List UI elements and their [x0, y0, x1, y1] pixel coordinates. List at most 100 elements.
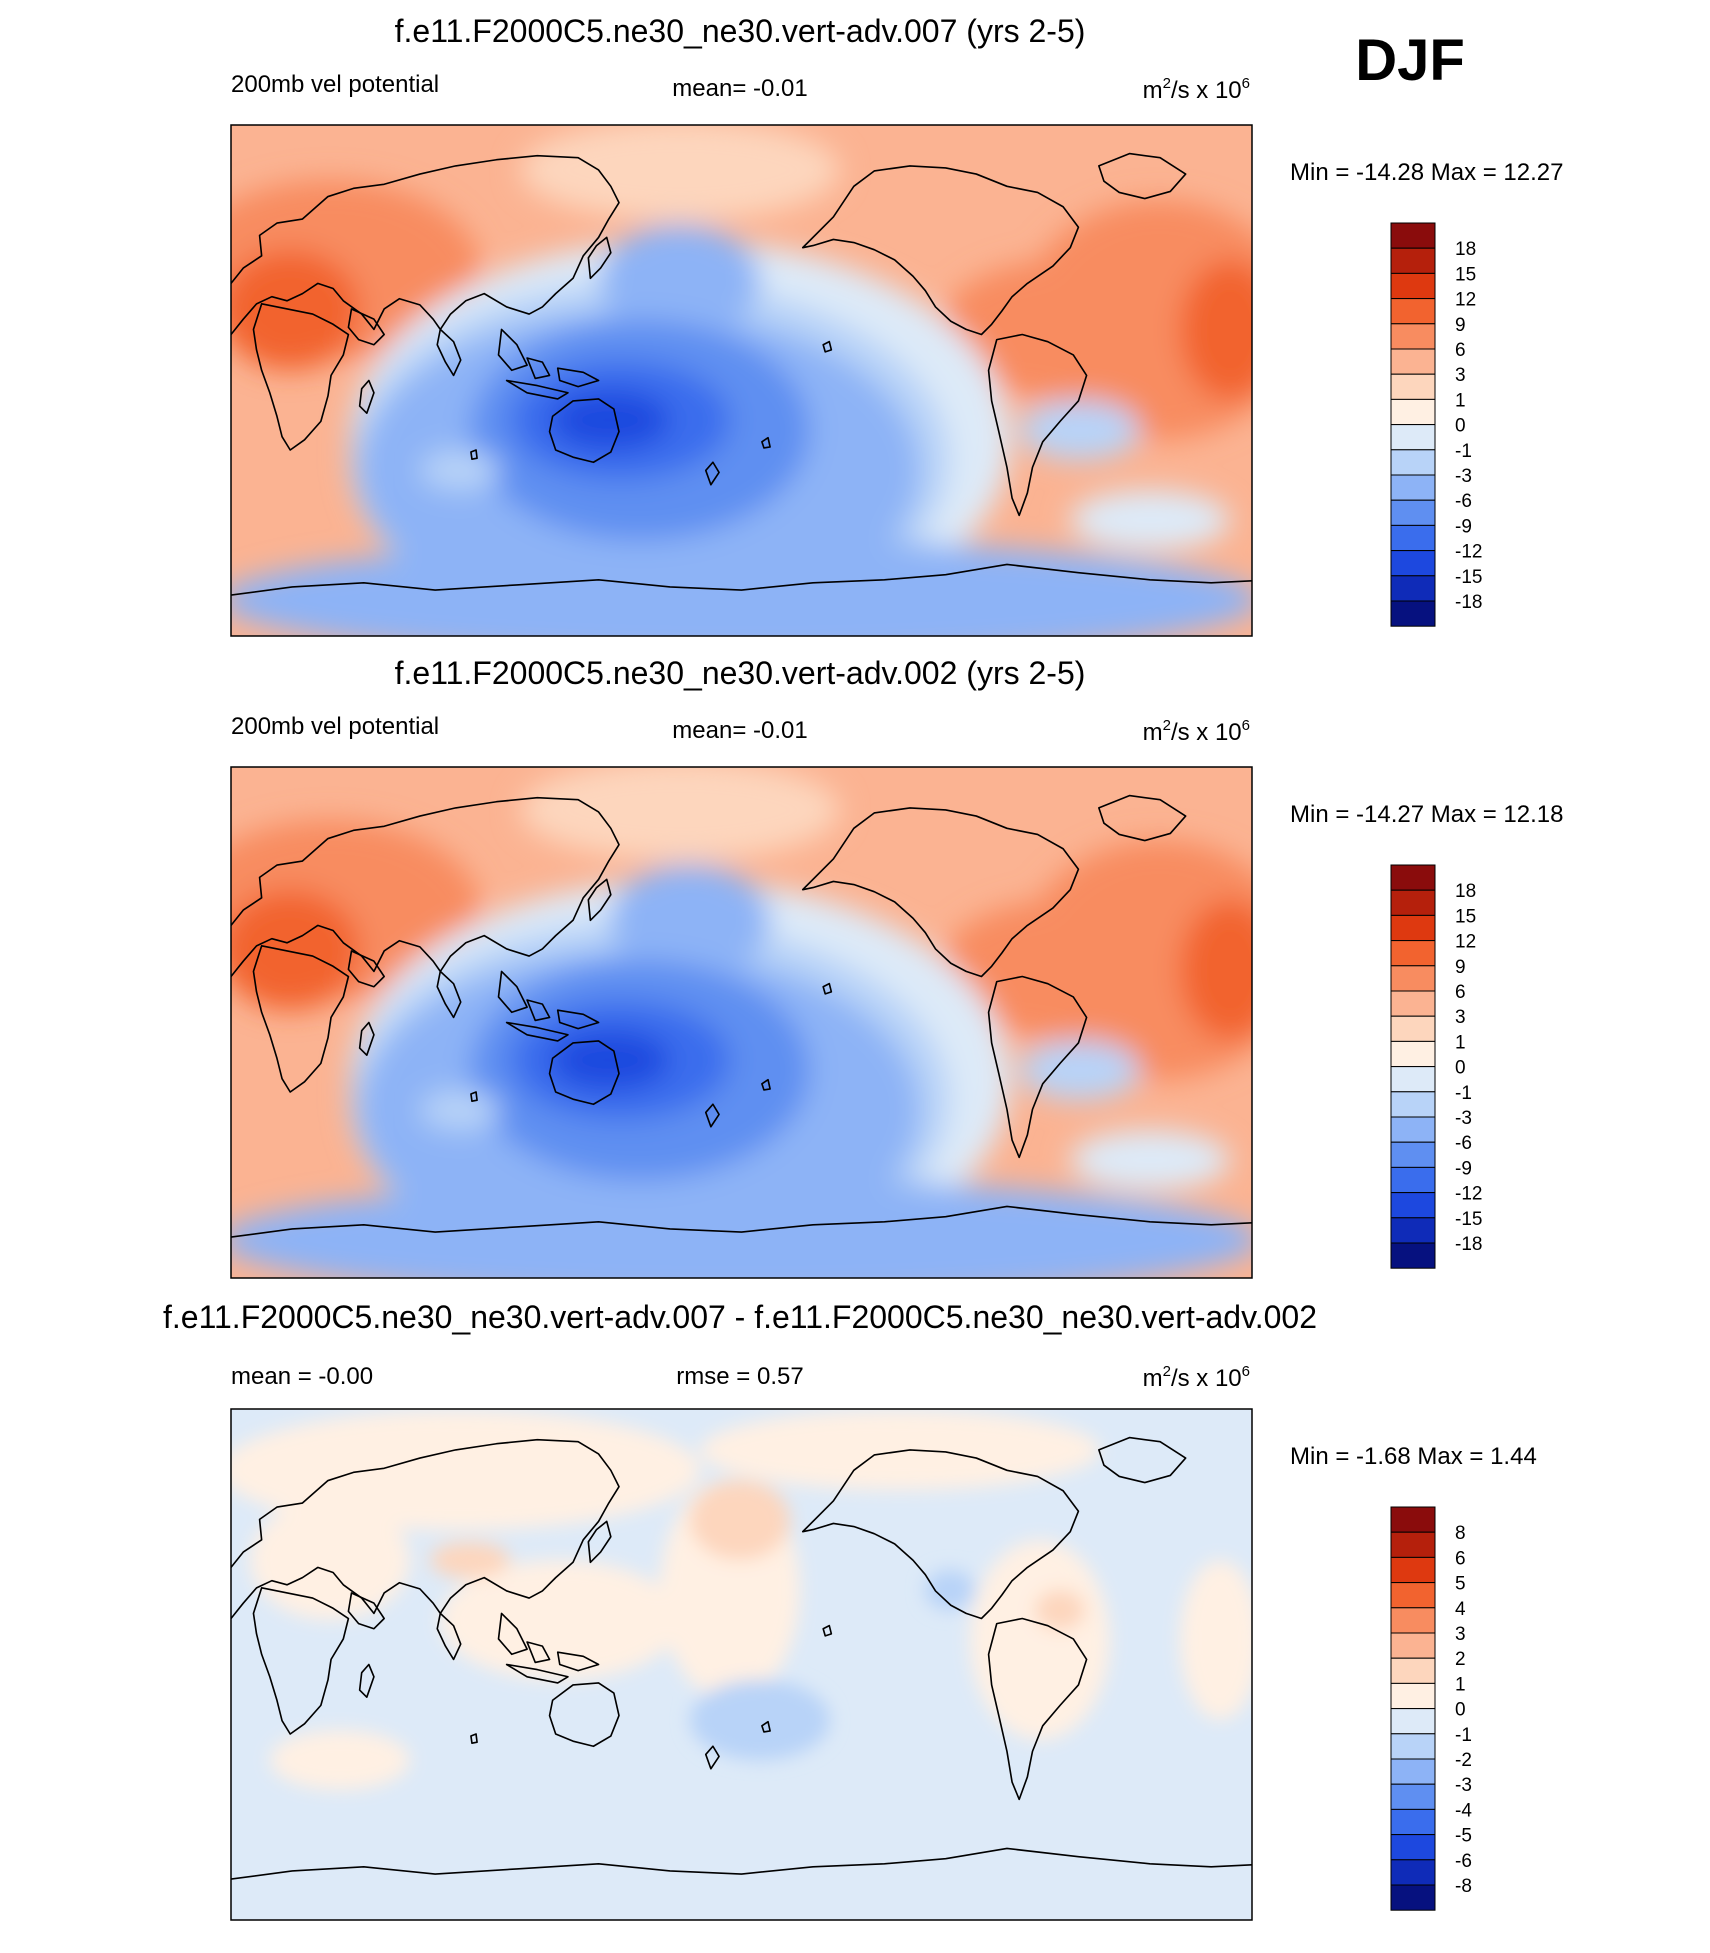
colorbar-tick-label: 18	[1455, 881, 1476, 902]
colorbar-tick-label: 6	[1455, 982, 1466, 1003]
colorbar-swatch	[1390, 1217, 1436, 1244]
colorbar-tick-label: 6	[1455, 1548, 1466, 1569]
colorbar-swatch	[1390, 424, 1436, 451]
colorbar: 8 6 5 4 3 2 1 0 -1 -2 -3 -4 -5 -6 -8	[1390, 1506, 1472, 1911]
colorbar-swatch	[1390, 524, 1436, 552]
colorbar-swatch	[1390, 348, 1436, 375]
minmax-label: Min = -1.68 Max = 1.44	[1290, 1443, 1537, 1470]
colorbar-tick-label: 3	[1455, 1007, 1466, 1028]
colorbar-tick-label: 5	[1455, 1574, 1466, 1595]
colorbar-swatch	[1390, 965, 1436, 992]
colorbar-tick-label: 9	[1455, 315, 1466, 336]
colorbar-tick-label: 2	[1455, 1649, 1466, 1670]
colorbar-tick-label: 0	[1455, 1058, 1466, 1079]
colorbar-swatch	[1390, 1141, 1436, 1168]
colorbar-tick-label: -6	[1455, 1133, 1472, 1154]
colorbar-swatch	[1390, 449, 1436, 476]
colorbar-swatch	[1390, 1682, 1436, 1710]
colorbar-swatch	[1390, 1116, 1436, 1143]
colorbar-swatch	[1390, 1708, 1436, 1735]
colorbar-tick-label: -3	[1455, 466, 1472, 487]
colorbar-tick-label: -12	[1455, 542, 1482, 563]
colorbar-tick-label: -8	[1455, 1876, 1472, 1897]
colorbar-swatch	[1390, 1242, 1436, 1269]
colorbar-tick-label: -5	[1455, 1826, 1472, 1847]
colorbar-swatch	[1390, 323, 1436, 350]
colorbar-tick-label: 12	[1455, 932, 1476, 953]
panel-difference: f.e11.F2000C5.ne30_ne30.vert-adv.007 - f…	[163, 1299, 1537, 1921]
colorbar-swatch	[1390, 575, 1436, 602]
colorbar-swatch	[1390, 600, 1436, 627]
colorbar-tick-label: 4	[1455, 1599, 1466, 1620]
colorbar-swatch	[1390, 247, 1436, 274]
colorbar-tick-label: -9	[1455, 1158, 1472, 1179]
colorbar-tick-label: 6	[1455, 340, 1466, 361]
contour-map	[231, 1409, 1252, 1920]
colorbar-swatch	[1390, 1632, 1436, 1659]
colorbar-swatch	[1390, 474, 1436, 501]
panel-mean-label: mean = -0.00	[231, 1363, 373, 1390]
colorbar-swatch	[1390, 1192, 1436, 1219]
colorbar-tick-label: -3	[1455, 1108, 1472, 1129]
colorbar-tick-label: -9	[1455, 516, 1472, 537]
panel-rmse-label: rmse = 0.57	[676, 1363, 803, 1390]
contour-map	[231, 767, 1252, 1278]
colorbar-tick-label: -3	[1455, 1775, 1472, 1796]
colorbar-swatch	[1390, 1015, 1436, 1042]
colorbar-swatch	[1390, 1091, 1436, 1118]
colorbar-swatch	[1390, 1607, 1436, 1634]
colorbar-swatch	[1390, 1066, 1436, 1093]
colorbar-swatch	[1390, 499, 1436, 526]
colorbar: 18 15 12 9 6 3 1 0 -1 -3 -6 -9 -12 -15 -18	[1390, 222, 1482, 627]
colorbar-swatch	[1390, 550, 1436, 577]
colorbar-swatch	[1390, 990, 1436, 1017]
contour-map	[231, 125, 1252, 636]
colorbar-tick-label: -15	[1455, 567, 1482, 588]
colorbar-swatch	[1390, 1758, 1436, 1785]
colorbar-swatch	[1390, 1884, 1436, 1911]
minmax-label: Min = -14.27 Max = 12.18	[1290, 801, 1564, 828]
map-frame	[230, 1408, 1253, 1921]
colorbar-swatch	[1390, 1166, 1436, 1194]
panel-2: f.e11.F2000C5.ne30_ne30.vert-adv.002 (yr…	[230, 655, 1564, 1279]
colorbar-tick-label: 9	[1455, 957, 1466, 978]
panel-title: f.e11.F2000C5.ne30_ne30.vert-adv.007 - f…	[163, 1299, 1317, 1335]
colorbar-tick-label: 1	[1455, 390, 1466, 411]
colorbar-tick-label: 8	[1455, 1523, 1466, 1544]
colorbar-tick-label: 0	[1455, 416, 1466, 437]
colorbar: 18 15 12 9 6 3 1 0 -1 -3 -6 -9 -12 -15 -18	[1390, 864, 1482, 1269]
panel-1: f.e11.F2000C5.ne30_ne30.vert-adv.007 (yr…	[230, 13, 1564, 637]
panel-left-label: 200mb vel potential	[231, 71, 439, 98]
colorbar-tick-label: -18	[1455, 592, 1482, 613]
colorbar-swatch	[1390, 1733, 1436, 1760]
colorbar-swatch	[1390, 1783, 1436, 1810]
colorbar-swatch	[1390, 1834, 1436, 1861]
colorbar-swatch	[1390, 940, 1436, 967]
colorbar-swatch	[1390, 222, 1436, 249]
units-label: m2/s x 106	[1143, 717, 1250, 746]
colorbar-tick-label: 3	[1455, 365, 1466, 386]
colorbar-swatch	[1390, 1582, 1436, 1609]
map-frame	[230, 124, 1253, 637]
colorbar-tick-label: 0	[1455, 1700, 1466, 1721]
colorbar-tick-label: 1	[1455, 1032, 1466, 1053]
colorbar-tick-label: -6	[1455, 491, 1472, 512]
colorbar-swatch	[1390, 1506, 1436, 1533]
colorbar-tick-label: -4	[1455, 1800, 1472, 1821]
colorbar-tick-label: -18	[1455, 1234, 1482, 1255]
panel-title: f.e11.F2000C5.ne30_ne30.vert-adv.002 (yr…	[395, 655, 1086, 691]
colorbar-tick-label: -1	[1455, 1083, 1472, 1104]
units-label: m2/s x 106	[1143, 75, 1250, 104]
colorbar-swatch	[1390, 298, 1436, 325]
panel-title: f.e11.F2000C5.ne30_ne30.vert-adv.007 (yr…	[395, 13, 1086, 49]
colorbar-tick-label: 3	[1455, 1624, 1466, 1645]
panel-left-label: 200mb vel potential	[231, 713, 439, 740]
colorbar-swatch	[1390, 864, 1436, 891]
colorbar-swatch	[1390, 373, 1436, 400]
colorbar-swatch	[1390, 272, 1436, 300]
panel-mean-label: mean= -0.01	[672, 717, 807, 744]
colorbar-tick-label: -15	[1455, 1209, 1482, 1230]
colorbar-swatch	[1390, 1040, 1436, 1068]
colorbar-swatch	[1390, 1556, 1436, 1584]
